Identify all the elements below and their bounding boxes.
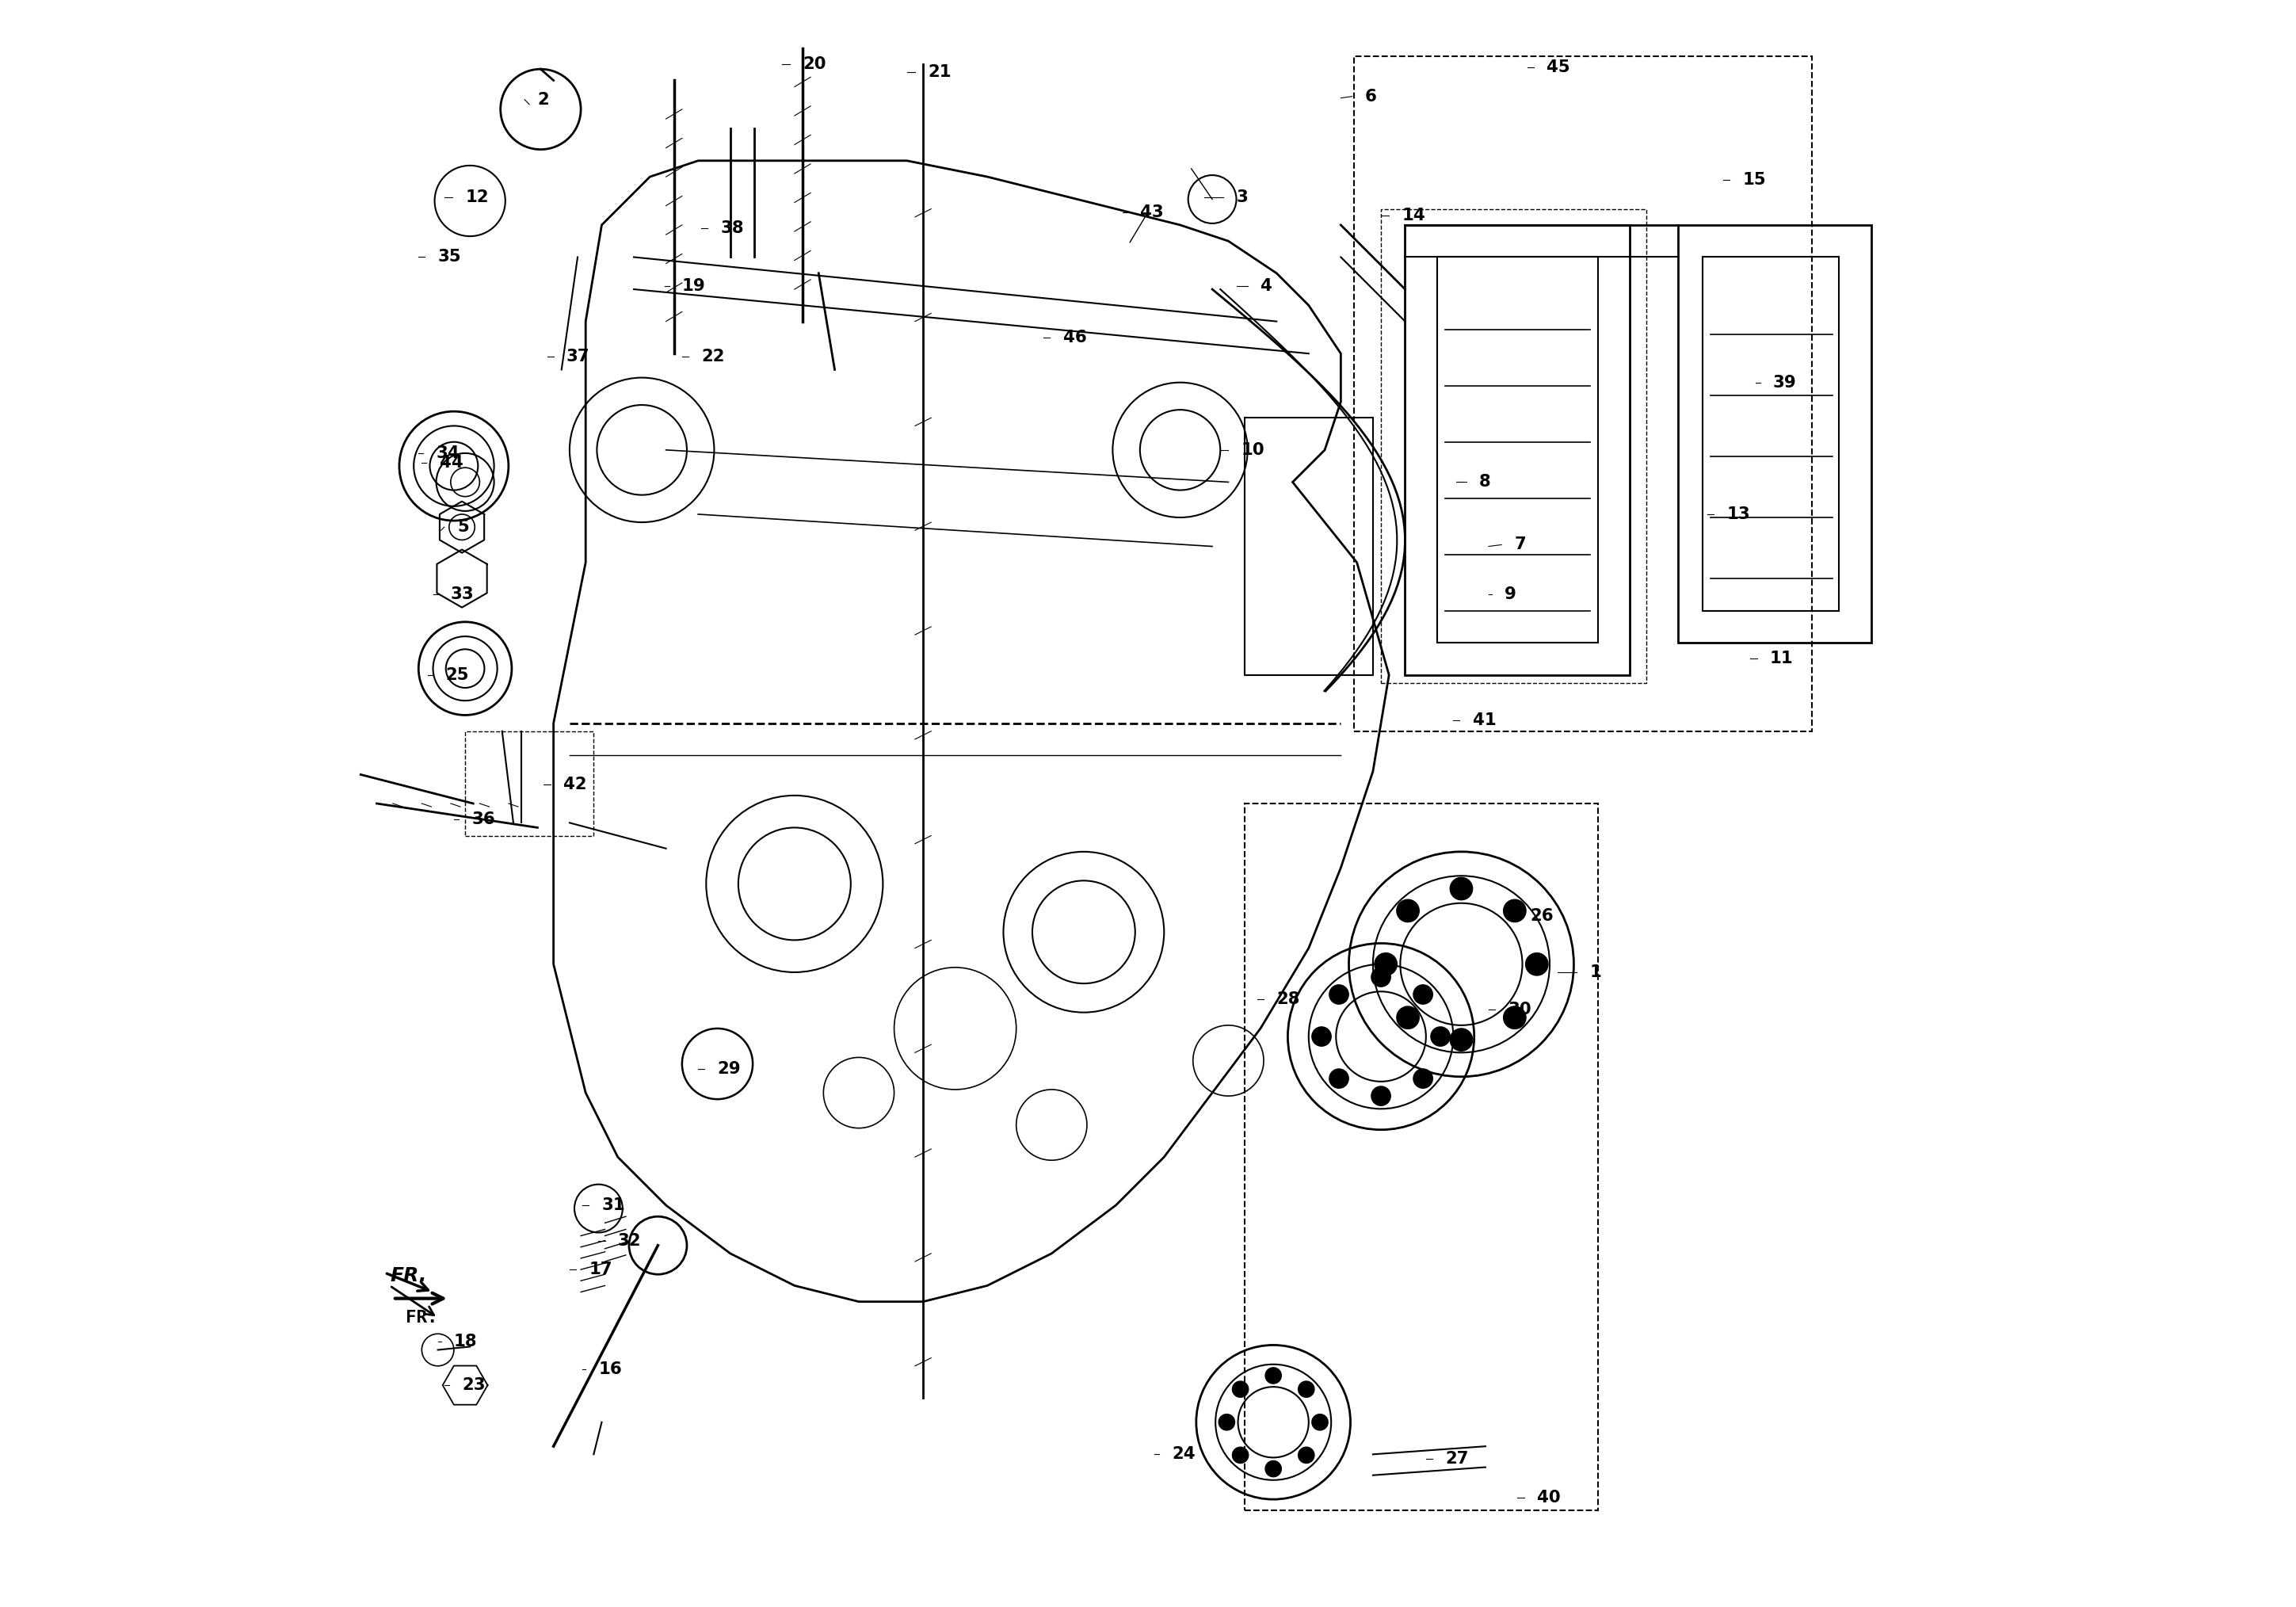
- Text: 6: 6: [1364, 88, 1378, 104]
- Text: 30: 30: [1508, 1001, 1531, 1017]
- Circle shape: [1525, 953, 1548, 975]
- Circle shape: [1233, 1380, 1249, 1396]
- Circle shape: [1297, 1448, 1313, 1464]
- Bar: [1437, 257, 1598, 643]
- Text: 5: 5: [457, 519, 468, 535]
- Text: 3: 3: [1235, 190, 1249, 206]
- Text: 12: 12: [466, 190, 489, 206]
- Circle shape: [1396, 900, 1419, 922]
- Text: 36: 36: [471, 812, 496, 828]
- Text: 45: 45: [1548, 59, 1570, 76]
- Circle shape: [1414, 1069, 1433, 1088]
- Text: 25: 25: [445, 667, 468, 683]
- Circle shape: [1451, 877, 1472, 900]
- Text: FR.: FR.: [406, 1310, 439, 1326]
- Text: 33: 33: [450, 587, 475, 603]
- Bar: [1678, 225, 1871, 643]
- Text: 42: 42: [563, 776, 585, 792]
- Text: 24: 24: [1171, 1446, 1196, 1462]
- Bar: [1380, 209, 1646, 683]
- Circle shape: [1329, 1069, 1348, 1088]
- Text: 17: 17: [588, 1261, 613, 1278]
- Text: 46: 46: [1063, 329, 1086, 346]
- Circle shape: [1451, 1028, 1472, 1051]
- Text: 43: 43: [1141, 204, 1164, 220]
- Text: 2: 2: [537, 92, 549, 108]
- Circle shape: [1265, 1368, 1281, 1384]
- Circle shape: [1233, 1448, 1249, 1464]
- Circle shape: [1371, 967, 1391, 987]
- Text: 20: 20: [804, 56, 827, 72]
- Circle shape: [1504, 900, 1527, 922]
- Circle shape: [1430, 1027, 1451, 1046]
- Text: 28: 28: [1277, 992, 1300, 1008]
- Text: 29: 29: [716, 1061, 742, 1077]
- Text: 7: 7: [1515, 537, 1527, 553]
- Text: 35: 35: [439, 249, 461, 265]
- Circle shape: [1329, 985, 1348, 1004]
- Bar: [1405, 225, 1630, 675]
- Text: 9: 9: [1504, 587, 1515, 603]
- Bar: [1355, 56, 1812, 731]
- Text: 32: 32: [618, 1233, 641, 1249]
- Text: 18: 18: [455, 1334, 478, 1350]
- Text: 31: 31: [602, 1197, 625, 1213]
- Text: 38: 38: [721, 220, 744, 236]
- Text: 39: 39: [1773, 374, 1795, 391]
- Text: FR.: FR.: [390, 1266, 427, 1286]
- Text: 21: 21: [928, 64, 951, 80]
- Text: 37: 37: [567, 349, 590, 365]
- Circle shape: [1311, 1414, 1327, 1430]
- Bar: [1244, 804, 1598, 1511]
- Circle shape: [1311, 1027, 1332, 1046]
- Text: 14: 14: [1403, 207, 1426, 223]
- Text: 44: 44: [439, 455, 464, 471]
- Circle shape: [1504, 1006, 1527, 1028]
- Bar: [1701, 257, 1839, 611]
- Text: 22: 22: [700, 349, 726, 365]
- Text: 26: 26: [1531, 908, 1554, 924]
- Circle shape: [1265, 1461, 1281, 1477]
- Text: 10: 10: [1242, 442, 1265, 458]
- Text: 27: 27: [1444, 1451, 1469, 1467]
- Bar: [1244, 418, 1373, 675]
- Circle shape: [1375, 953, 1396, 975]
- Text: 23: 23: [461, 1377, 484, 1393]
- Circle shape: [1219, 1414, 1235, 1430]
- Text: 41: 41: [1472, 712, 1497, 728]
- Text: 15: 15: [1743, 172, 1766, 188]
- Bar: [466, 731, 595, 836]
- Circle shape: [1396, 1006, 1419, 1028]
- Text: 8: 8: [1479, 474, 1490, 490]
- Text: 16: 16: [599, 1361, 622, 1377]
- Circle shape: [1297, 1380, 1313, 1396]
- Text: 40: 40: [1536, 1490, 1561, 1506]
- Circle shape: [1414, 985, 1433, 1004]
- Text: 11: 11: [1770, 651, 1793, 667]
- Text: 34: 34: [436, 445, 459, 461]
- Text: 13: 13: [1727, 506, 1750, 522]
- Text: 4: 4: [1261, 278, 1272, 294]
- Circle shape: [1371, 1086, 1391, 1106]
- Text: 19: 19: [682, 278, 705, 294]
- Text: 1: 1: [1589, 964, 1603, 980]
